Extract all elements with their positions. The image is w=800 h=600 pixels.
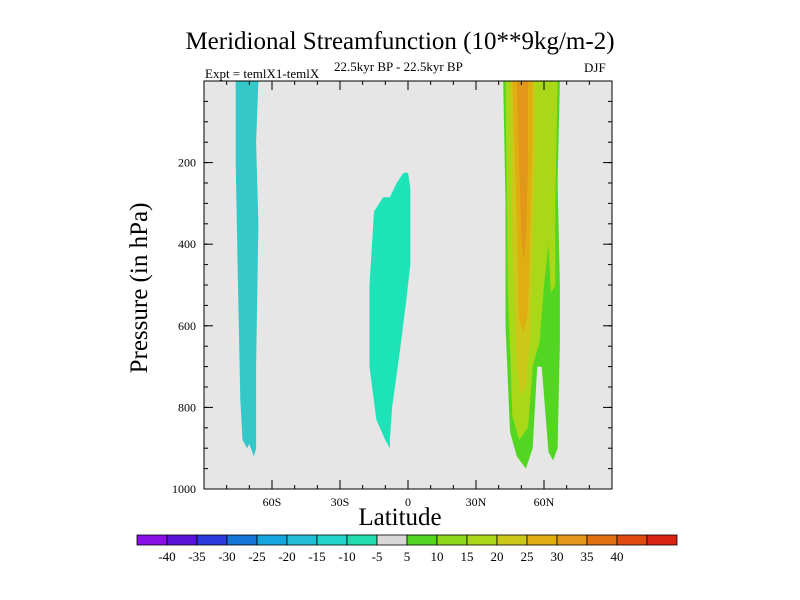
colorbar-label: -15 [308, 549, 325, 564]
experiment-label: Expt = temlX1-temlX [205, 66, 320, 81]
y-tick-label: 1000 [172, 482, 196, 496]
colorbar-swatch [436, 534, 468, 546]
x-axis-label: Latitude [358, 504, 442, 531]
x-tick-label: 30N [466, 495, 487, 509]
colorbar-label: -5 [372, 549, 383, 564]
contour-southern-polar-cell [235, 81, 259, 457]
colorbar-label: -25 [248, 549, 265, 564]
colorbar-label: 5 [404, 549, 411, 564]
colorbar-swatch [616, 534, 648, 546]
colorbar-label: -35 [188, 549, 205, 564]
colorbar-swatch [466, 534, 498, 546]
colorbar-label: 40 [611, 549, 624, 564]
colorbar-swatch [406, 534, 438, 546]
colorbar-swatch [526, 534, 558, 546]
y-tick-label: 200 [178, 156, 196, 170]
colorbar-label: 30 [551, 549, 564, 564]
colorbar-swatch [256, 534, 288, 546]
x-tick-label: 60N [534, 495, 555, 509]
colorbar-swatch [556, 534, 588, 546]
colorbar-label: 20 [491, 549, 504, 564]
x-tick-label: 30S [331, 495, 350, 509]
chart-title: Meridional Streamfunction (10**9kg/m-2) [185, 28, 615, 55]
y-tick-label: 600 [178, 319, 196, 333]
y-tick-label: 800 [178, 400, 196, 414]
colorbar-label: -10 [338, 549, 355, 564]
colorbar-label: 25 [521, 549, 534, 564]
colorbar-swatch [646, 534, 678, 546]
colorbar-swatch [136, 534, 168, 546]
colorbar-swatch [196, 534, 228, 546]
x-tick-label: 60S [263, 495, 282, 509]
colorbar-swatch [496, 534, 528, 546]
y-tick-label: 400 [178, 237, 196, 251]
contour-northern-cell-core-25 [516, 81, 529, 261]
season-label: DJF [584, 60, 606, 75]
colorbar-swatch [226, 534, 258, 546]
colorbar-swatch [586, 534, 618, 546]
colorbar-swatch [316, 534, 348, 546]
colorbar-label: 10 [431, 549, 444, 564]
x-tick-label: 0 [405, 495, 411, 509]
colorbar-label: 35 [581, 549, 594, 564]
colorbar-swatch [166, 534, 198, 546]
colorbar-swatch [376, 534, 408, 546]
colorbar-label: -30 [218, 549, 235, 564]
contour-tropical-cell [369, 172, 411, 449]
time-range-label: 22.5kyr BP - 22.5kyr BP [334, 59, 463, 74]
colorbar-swatch [346, 534, 378, 546]
colorbar-label: 15 [461, 549, 474, 564]
colorbar-swatch [286, 534, 318, 546]
colorbar-label: -40 [158, 549, 175, 564]
colorbar-label: -20 [278, 549, 295, 564]
